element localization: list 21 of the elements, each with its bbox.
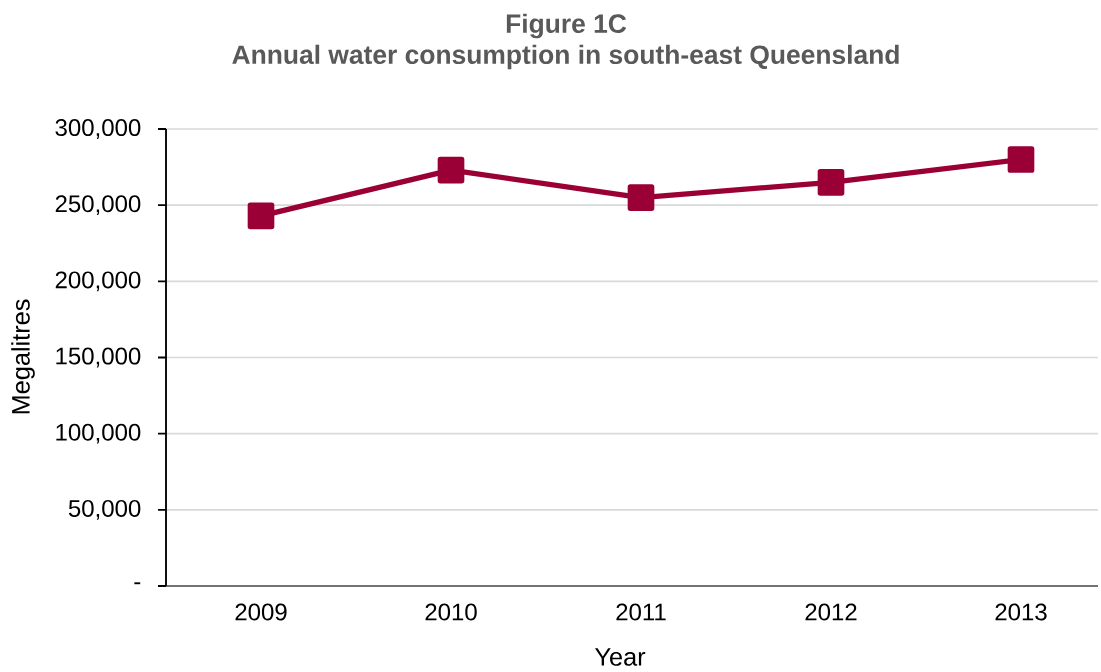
chart-subtitle: Annual water consumption in south-east Queensland [232,44,899,70]
x-tick-label: 2010 [425,603,477,621]
point [437,156,465,184]
x-tick-label: 2011 [616,603,666,621]
point [627,184,655,211]
y-tick-label: - [134,582,141,585]
chart-title: Figure 1C [506,13,627,39]
x-tick-label: 2009 [235,603,287,621]
point [1007,146,1035,173]
x-tick-label: 2013 [995,603,1047,621]
y-tick-label: 200,000 [55,271,141,292]
y-axis-title: Megalitres [11,299,35,414]
x-tick-label: 2012 [805,603,857,621]
y-tick-label: 150,000 [56,347,141,368]
x-axis-title: Year [594,648,646,666]
point [817,168,845,196]
y-tick-label: 300,000 [55,119,141,139]
point [247,202,275,230]
y-tick-label: 50,000 [68,499,141,520]
y-tick-label: 100,000 [56,423,141,444]
y-tick-label: 250,000 [55,195,141,216]
